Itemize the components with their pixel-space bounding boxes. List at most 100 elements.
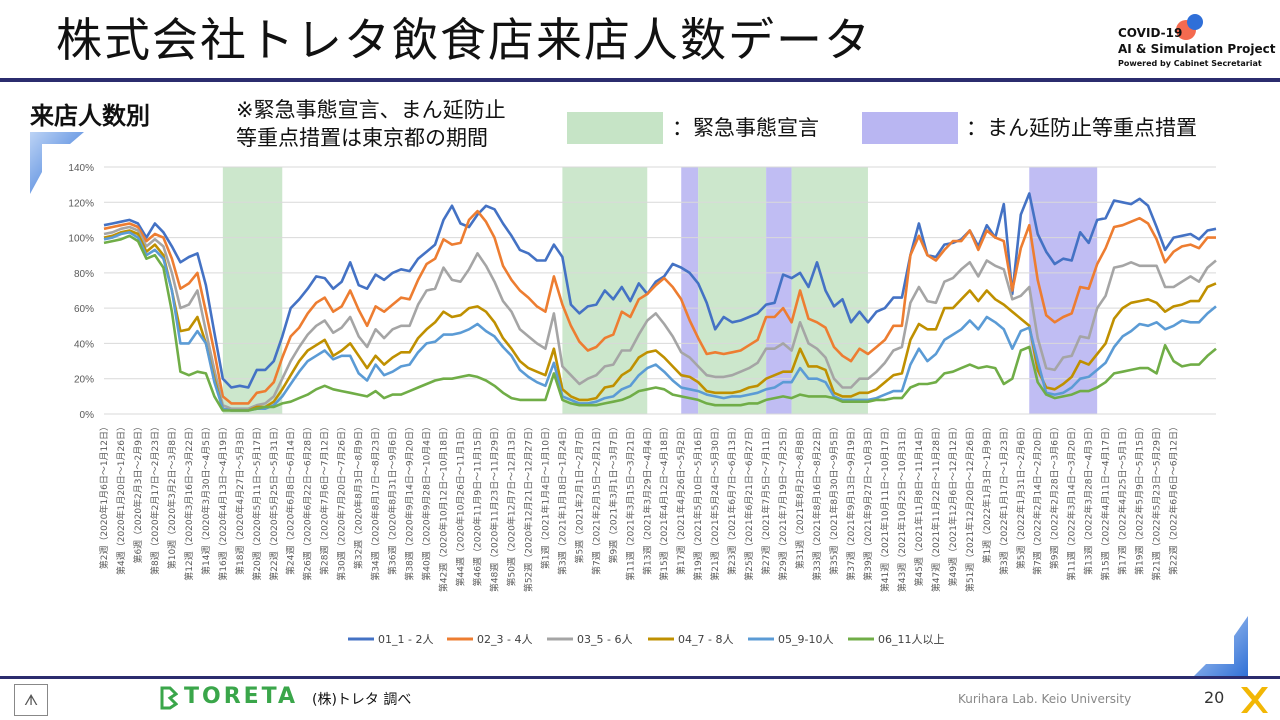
x-tick-label: 第42週（2020年10月12日～10月18日） [438, 422, 450, 592]
page-number: 20 [1204, 688, 1225, 707]
series-line-3 [103, 225, 1217, 411]
x-tick-label: 第41週（2021年10月11日～10月17日） [879, 422, 891, 592]
period-note: ※緊急事態宣言、まん延防止 等重点措置は東京都の期間 [236, 96, 506, 152]
logo-blue-dot-icon [1187, 14, 1203, 30]
x-tick-label: 第31週（2021年8月2日～8月8日） [794, 422, 806, 569]
corner-decoration-icon [1192, 616, 1248, 678]
x-tick-label: 第30週（2020年7月20日～7月26日） [336, 422, 348, 581]
x-tick-label: 第29週（2021年7月19日～7月25日） [777, 422, 789, 581]
x-tick-label: 第5週（2021年2月1日～2月7日） [573, 422, 585, 564]
x-tick-label: 第28週（2020年7月6日～7月12日） [319, 422, 331, 575]
x-tick-label: 第22週（2022年6月6日～6月12日） [1168, 422, 1180, 575]
visitor-line-chart: 0% 20% 40% 60% 80% 100% 120% 140% 第2週（2020年1月6日～… [68, 163, 1217, 646]
x-tick-label: 第3週（2021年1月18日～1月24日） [556, 422, 568, 575]
x-tick-label: 第16週（2020年4月13日～4月19日） [217, 422, 229, 581]
x-tick-label: 第2週（2020年1月6日～1月12日） [98, 422, 110, 569]
toreta-mark-icon [160, 686, 178, 710]
legend-label: 06_11人以上 [878, 633, 945, 646]
partner-x-icon [1241, 687, 1268, 713]
x-tick-label: 第7週（2022年2月14日～2月20日） [1032, 422, 1044, 575]
x-tick-label: 第44週（2020年10月26日～11月1日） [455, 422, 467, 586]
x-tick-label: 第5週（2022年1月31日～2月6日） [1015, 422, 1027, 569]
x-tick-label: 第35週（2021年8月30日～9月5日） [828, 422, 840, 575]
x-tick-label: 第47週（2021年11月22日～11月28日） [930, 422, 942, 592]
legend-emergency-swatch [567, 112, 663, 144]
toreta-logo: TORETA [184, 684, 299, 709]
x-tick-label: 第38週（2020年9月14日～9月20日） [404, 422, 416, 581]
x-tick-label: 第4週（2020年1月20日～1月26日） [115, 422, 127, 575]
x-tick-label: 第21週（2021年5月24日～5月30日） [709, 422, 721, 581]
x-tick-label: 第19週（2022年5月9日～5月15日） [1134, 422, 1146, 575]
x-tick-label: 第51週（2021年12月20日～12月26日） [964, 422, 976, 592]
period-band-emergency-0 [222, 167, 283, 414]
legend-label: 05_9-10人 [778, 633, 833, 646]
corner-decoration-icon [30, 132, 84, 194]
x-tick-label: 第13週（2021年3月29日～4月4日） [641, 422, 653, 575]
x-tick-label: 第26週（2020年6月22日～6月28日） [302, 422, 314, 581]
legend-label: 03_5 - 6人 [577, 633, 632, 646]
legend-label: 02_3 - 4人 [477, 633, 532, 646]
series-line-2 [103, 209, 1216, 405]
series-line-6 [103, 234, 1217, 412]
x-tick-label: 第14週（2020年3月30日～4月5日） [200, 422, 212, 575]
x-tick-label: 第12週（2020年3月16日～3月22日） [183, 422, 195, 581]
y-tick-label: 100% [68, 234, 94, 245]
x-tick-label: 第17週（2022年4月25日～5月1日） [1117, 422, 1129, 575]
x-tick-label: 第19週（2021年5月10日～5月16日） [692, 422, 704, 581]
x-tick-label: 第10週（2020年3月2日～3月8日） [166, 422, 178, 569]
y-tick-label: 20% [74, 375, 94, 386]
x-tick-label: 第11週（2021年3月15日～3月21日） [624, 422, 636, 581]
y-tick-label: 40% [74, 339, 94, 350]
university-credit: Kurihara Lab. Keio University [958, 692, 1132, 706]
x-tick-label: 第11週（2022年3月14日～3月20日） [1066, 422, 1078, 581]
x-tick-label: 第37週（2021年9月13日～9月19日） [845, 422, 857, 581]
x-tick-label: 第36週（2020年8月31日～9月6日） [387, 422, 399, 575]
x-tick-label: 第6週（2020年2月3日～2月9日） [132, 422, 144, 564]
x-tick-label: 第32週（2020年8月3日～8月9日） [353, 422, 365, 569]
x-tick-label: 第43週（2021年10月25日～10月31日） [896, 422, 908, 592]
logo-line-3: Powered by Cabinet Secretariat [1118, 59, 1262, 68]
x-tick-label: 第17週（2021年4月26日～5月2日） [675, 422, 687, 575]
legend-manen-label: ：まん延防止等重点措置 [966, 116, 1197, 140]
x-tick-label: 第21週（2022年5月23日～5月29日） [1151, 422, 1163, 581]
x-tick-label: 第7週（2021年2月15日～2月21日） [590, 422, 602, 575]
period-note-line-2: 等重点措置は東京都の期間 [236, 126, 488, 150]
chart-subtitle: 来店人数別 [30, 102, 150, 130]
x-tick-label: 第40週（2020年9月28日～10月4日） [421, 422, 433, 581]
period-band-emergency-5 [791, 167, 868, 414]
x-tick-label: 第3週（2022年1月17日～1月23日） [998, 422, 1010, 575]
series-line-5 [103, 231, 1217, 412]
covid-project-logo: COVID-19 AI & Simulation Project Powered… [1118, 14, 1278, 74]
y-tick-label: 120% [68, 198, 94, 209]
x-tick-label: 第52週（2020年12月21日～12月27日） [522, 422, 534, 592]
y-tick-label: 0% [80, 410, 95, 421]
x-tick-label: 第15週（2022年4月11日～4月17日） [1100, 422, 1112, 581]
x-tick-label: 第20週（2020年5月11日～5月17日） [251, 422, 263, 581]
y-tick-label: 80% [74, 269, 94, 280]
x-tick-label: 第27週（2021年7月5日～7月11日） [760, 422, 772, 575]
bottom-divider [0, 676, 1280, 679]
x-tick-label: 第45週（2021年11月8日～11月14日） [913, 422, 925, 586]
x-tick-label: 第24週（2020年6月8日～6月14日） [285, 422, 297, 575]
y-tick-label: 140% [68, 163, 94, 174]
x-tick-label: 第13週（2022年3月28日～4月3日） [1083, 422, 1095, 575]
legend-emergency-label: ：緊急事態宣言 [672, 116, 819, 140]
x-tick-label: 第18週（2020年4月27日～5月3日） [234, 422, 246, 575]
x-tick-label: 第1週（2021年1月4日～1月10日） [539, 422, 551, 569]
x-tick-label: 第34週（2020年8月17日～8月23日） [370, 422, 382, 581]
x-tick-label: 第1週（2022年1月3日～1月9日） [981, 422, 993, 564]
series-line-1 [103, 192, 1217, 389]
y-tick-label: 60% [74, 304, 94, 315]
x-tick-label: 第48週（2020年11月23日～11月29日） [488, 422, 500, 592]
x-tick-label: 第8週（2020年2月17日～2月23日） [149, 422, 161, 575]
x-tick-label: 第22週（2020年5月25日～5月31日） [268, 422, 280, 581]
x-tick-label: 第49週（2021年12月6日～12月12日） [947, 422, 959, 586]
legend-label: 04_7 - 8人 [678, 633, 733, 646]
logo-line-2: AI & Simulation Project [1118, 42, 1276, 56]
x-tick-label: 第50週（2020年12月7日～12月13日） [505, 422, 517, 586]
x-tick-label: 第9週（2021年3月1日～3月7日） [607, 422, 619, 564]
lab-logo-icon: ᗑ [14, 684, 48, 716]
x-tick-label: 第15週（2021年4月12日～4月18日） [658, 422, 670, 581]
legend-manen-swatch [862, 112, 958, 144]
page-title: 株式会社トレタ飲食店来店人数データ [56, 13, 872, 67]
